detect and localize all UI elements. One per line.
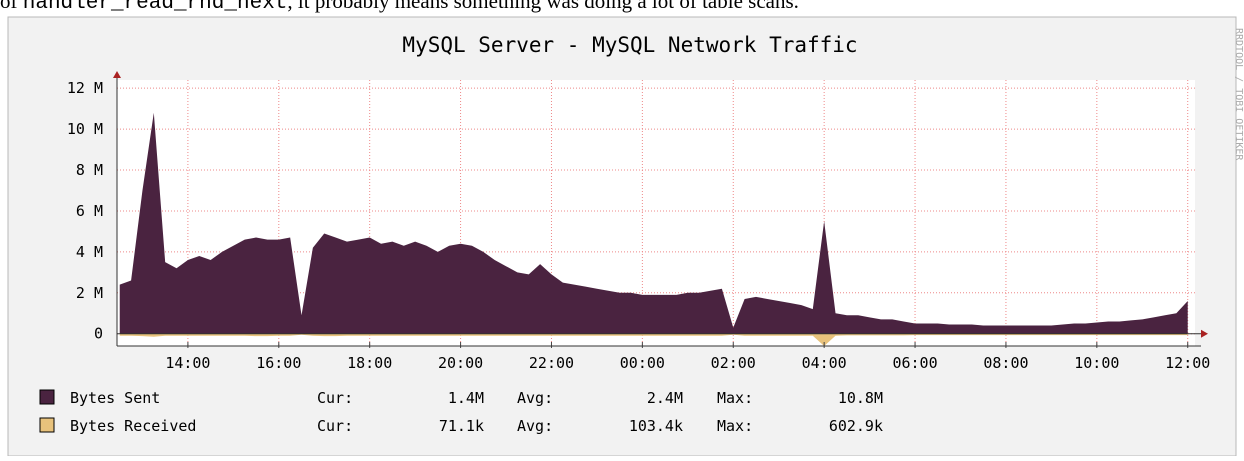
- y-tick-label: 8 M: [76, 161, 103, 179]
- y-tick-label: 0: [94, 325, 103, 343]
- legend-stat-value: 10.8M: [838, 389, 883, 407]
- x-tick-label: 08:00: [983, 354, 1028, 372]
- x-tick-label: 04:00: [802, 354, 847, 372]
- x-tick-label: 14:00: [165, 354, 210, 372]
- x-tick-label: 10:00: [1074, 354, 1119, 372]
- x-tick-label: 20:00: [438, 354, 483, 372]
- legend-stat-value: 71.1k: [439, 417, 484, 435]
- legend-stat-value: 103.4k: [629, 417, 683, 435]
- legend-stat-label: Cur:: [317, 389, 353, 407]
- caption-code: handler_read_rnd_next: [23, 0, 288, 15]
- legend-stat-label: Max:: [717, 417, 753, 435]
- y-tick-label: 6 M: [76, 202, 103, 220]
- x-tick-label: 18:00: [347, 354, 392, 372]
- area: [119, 333, 1188, 346]
- x-tick-label: 06:00: [892, 354, 937, 372]
- caption: of handler_read_rnd_next, it probably me…: [0, 0, 799, 15]
- x-tick-label: 02:00: [711, 354, 756, 372]
- legend-stat-label: Avg:: [517, 417, 553, 435]
- watermark: RRDTOOL / TOBI OETIKER: [1233, 28, 1244, 161]
- caption-part: , it probably means something was doing …: [287, 0, 799, 13]
- x-tick-label: 22:00: [529, 354, 574, 372]
- legend-label: Bytes Received: [70, 417, 196, 435]
- legend-stat-value: 1.4M: [448, 389, 484, 407]
- x-tick-label: 16:00: [256, 354, 301, 372]
- legend-stat-label: Max:: [717, 389, 753, 407]
- legend-swatch: [39, 389, 55, 405]
- axis-arrow: [1201, 329, 1208, 338]
- axis-arrow: [113, 71, 121, 78]
- y-tick-label: 2 M: [76, 284, 103, 302]
- chart-title: MySQL Server - MySQL Network Traffic: [402, 33, 857, 57]
- x-tick-label: 00:00: [620, 354, 665, 372]
- legend-stat-label: Cur:: [317, 417, 353, 435]
- y-tick-label: 4 M: [76, 243, 103, 261]
- legend-stat-label: Avg:: [517, 389, 553, 407]
- legend-stat-value: 602.9k: [829, 417, 883, 435]
- caption-part: of: [0, 0, 23, 13]
- legend-label: Bytes Sent: [70, 389, 160, 407]
- area: [119, 112, 1188, 334]
- y-tick-label: 10 M: [67, 120, 103, 138]
- x-tick-label: 12:00: [1165, 354, 1210, 372]
- y-tick-label: 12 M: [67, 79, 103, 97]
- legend-swatch: [39, 417, 55, 433]
- legend-stat-value: 2.4M: [647, 389, 683, 407]
